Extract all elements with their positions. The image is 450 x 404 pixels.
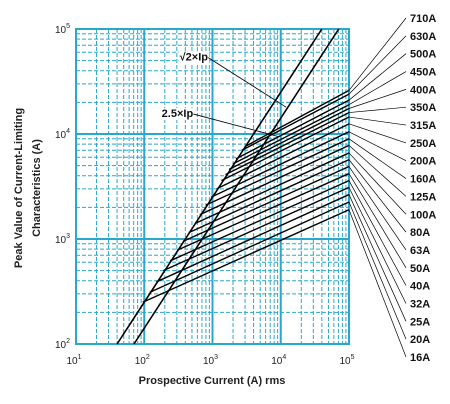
rating-leader [348, 138, 407, 179]
rating-label: 630A [410, 31, 436, 43]
x-axis-label: Prospective Current (A) rms [139, 375, 286, 387]
rating-leader [348, 159, 407, 233]
series-line [210, 131, 350, 198]
reference-leader [193, 113, 278, 137]
series-line [169, 179, 350, 262]
series-line [155, 193, 350, 283]
grid [75, 28, 350, 345]
y-tick-label: 104 [55, 128, 70, 141]
series-line [205, 138, 350, 206]
rating-leader [348, 145, 407, 197]
rating-label: 16A [410, 352, 430, 364]
series-line [225, 111, 350, 176]
y-tick-label: 103 [55, 233, 70, 246]
rating-label: 125A [410, 191, 436, 203]
rating-leader [348, 17, 407, 91]
x-tick-label: 101 [66, 354, 81, 367]
rating-leader [348, 116, 407, 126]
rating-label: 350A [410, 102, 436, 114]
rating-label: 80A [410, 227, 430, 239]
series-line [162, 186, 350, 272]
rating-label: 20A [410, 334, 430, 346]
rating-label: 25A [410, 316, 430, 328]
rating-label: 400A [410, 84, 436, 96]
x-tick-label: 104 [271, 354, 286, 367]
rating-label: 50A [410, 263, 430, 275]
reference-line [116, 28, 323, 345]
y-tick-label: 102 [55, 338, 70, 351]
series-line [232, 104, 350, 165]
reference-line [133, 28, 340, 345]
series-line [142, 209, 350, 303]
series-lines [142, 89, 350, 303]
rating-leader [348, 53, 407, 101]
series-line [235, 99, 350, 160]
rating-leader [348, 166, 407, 251]
rating-leader [348, 35, 407, 95]
rating-leader [348, 180, 407, 286]
rating-leader [348, 209, 407, 358]
rating-leader [348, 106, 407, 113]
rating-leader [348, 152, 407, 215]
rating-leader [348, 194, 407, 322]
rating-label: 500A [410, 49, 436, 61]
rating-leader [348, 173, 407, 268]
x-tick-label: 105 [339, 354, 354, 367]
rating-label: 160A [410, 174, 436, 186]
y-axis-label-line2: Characteristics (A) [31, 139, 43, 237]
rating-leader [348, 187, 407, 304]
series-line [221, 116, 350, 182]
rating-leader [348, 131, 407, 162]
rating-label: 250A [410, 138, 436, 150]
x-tick-label: 103 [203, 354, 218, 367]
y-axis-label-line1: Peak Value of Current-Limiting [13, 108, 25, 268]
series-line [182, 165, 350, 242]
y-tick-label: 105 [55, 23, 70, 36]
rating-leader [348, 71, 407, 106]
reference-label-bg [178, 51, 210, 64]
rating-label: 315A [410, 120, 436, 132]
rating-leader [348, 123, 407, 144]
label-leaders [348, 17, 407, 358]
rating-label: 200A [410, 156, 436, 168]
x-tick-label: 102 [135, 354, 150, 367]
rating-labels: 710A 630A 500A 450A 400A 350A 315A 250A 200A 160A… [410, 13, 436, 364]
series-line [244, 89, 350, 148]
reference-lines: √2×Ip 2.5×Ip [116, 28, 340, 345]
rating-label: 450A [410, 67, 436, 79]
series-line [216, 123, 350, 190]
reference-leader [208, 57, 287, 108]
rating-label: 710A [410, 13, 436, 25]
rating-label: 40A [410, 281, 430, 293]
reference-label: √2×Ip [180, 52, 209, 64]
reference-label: 2.5×Ip [162, 108, 194, 120]
series-line [241, 93, 350, 151]
tick-labels: 101 102 103 104 105 102 103 104 105 [55, 23, 355, 367]
rating-leader [348, 201, 407, 340]
rating-label: 63A [410, 245, 430, 257]
rating-leader [348, 89, 407, 109]
series-line [188, 158, 350, 234]
series-line [228, 107, 350, 171]
rating-label: 100A [410, 209, 436, 221]
series-line [176, 172, 350, 251]
rating-label: 32A [410, 298, 430, 310]
series-line [149, 201, 350, 294]
reference-label-bg [160, 108, 195, 121]
